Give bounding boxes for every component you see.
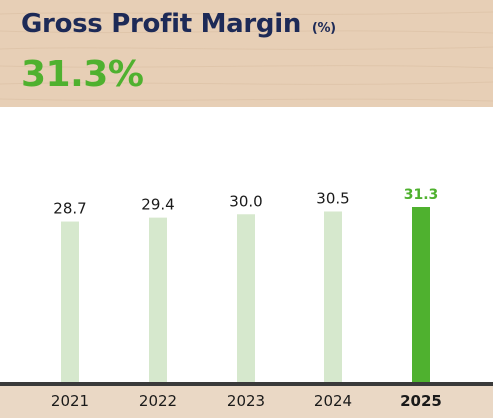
value-label-2025: 31.3 bbox=[404, 187, 439, 203]
x-axis-line bbox=[0, 382, 493, 386]
title-unit: (%) bbox=[311, 21, 336, 36]
bar-2024 bbox=[324, 211, 342, 382]
wood-texture bbox=[0, 11, 493, 102]
value-label-2024: 30.5 bbox=[316, 189, 349, 207]
bar-2023 bbox=[237, 214, 255, 382]
x-tick-label-2021: 2021 bbox=[51, 392, 89, 410]
value-label-2021: 28.7 bbox=[53, 200, 86, 218]
value-label-2022: 29.4 bbox=[141, 196, 174, 214]
footer-strip bbox=[0, 383, 493, 418]
x-tick-label-2022: 2022 bbox=[139, 392, 177, 410]
highlight-value: 31.3% bbox=[21, 54, 144, 95]
x-tick-label-2023: 2023 bbox=[227, 392, 265, 410]
x-tick-label-2024: 2024 bbox=[314, 392, 352, 410]
bar-2021 bbox=[61, 221, 79, 382]
title-text: Gross Profit Margin bbox=[21, 9, 302, 39]
bar-2025 bbox=[412, 207, 430, 382]
header-banner: Gross Profit Margin (%) 31.3% bbox=[0, 0, 493, 107]
page-title: Gross Profit Margin (%) bbox=[21, 9, 336, 39]
bar-2022 bbox=[149, 217, 167, 382]
value-label-2023: 30.0 bbox=[229, 192, 262, 210]
x-tick-label-2025: 2025 bbox=[400, 392, 442, 410]
